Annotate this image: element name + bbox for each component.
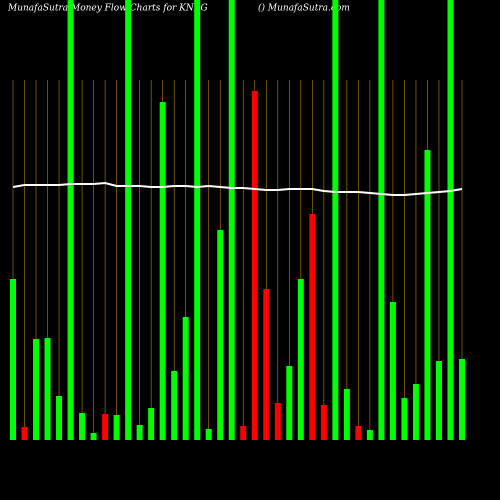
bar (366, 430, 373, 440)
money-flow-line (12, 181, 463, 196)
bar (159, 102, 166, 440)
bar (435, 361, 442, 440)
bar (297, 279, 304, 440)
bar (125, 0, 132, 440)
bar (182, 317, 189, 440)
bar (274, 403, 281, 440)
bar (136, 425, 143, 440)
bar (67, 0, 74, 440)
bar (228, 0, 235, 440)
bar (286, 366, 293, 440)
chart-title: MunafaSutra Money Flow Charts for KNRG (7, 4, 208, 14)
bar (194, 0, 201, 440)
bar (33, 339, 40, 440)
bar (102, 414, 109, 440)
bar (424, 150, 431, 440)
bar (378, 0, 385, 440)
bar (459, 359, 465, 440)
bar (217, 230, 224, 440)
bar (389, 302, 396, 440)
bar (79, 413, 86, 440)
bar (56, 396, 63, 440)
bar (44, 338, 51, 440)
bar (343, 389, 350, 440)
bar (113, 415, 120, 440)
bar (401, 398, 408, 440)
bar (263, 289, 270, 440)
bar (148, 408, 155, 440)
bar (412, 384, 419, 440)
bar (10, 279, 16, 440)
bar (171, 371, 178, 440)
bar (90, 433, 97, 440)
bar (21, 427, 28, 440)
bar (355, 426, 362, 440)
bar (309, 214, 316, 440)
bar (447, 0, 454, 440)
bar (320, 405, 327, 440)
bar (332, 0, 339, 440)
bar (251, 91, 258, 440)
bar (240, 426, 247, 440)
bar (205, 429, 212, 440)
chart-subtitle: () MunafaSutra.com (258, 3, 350, 14)
